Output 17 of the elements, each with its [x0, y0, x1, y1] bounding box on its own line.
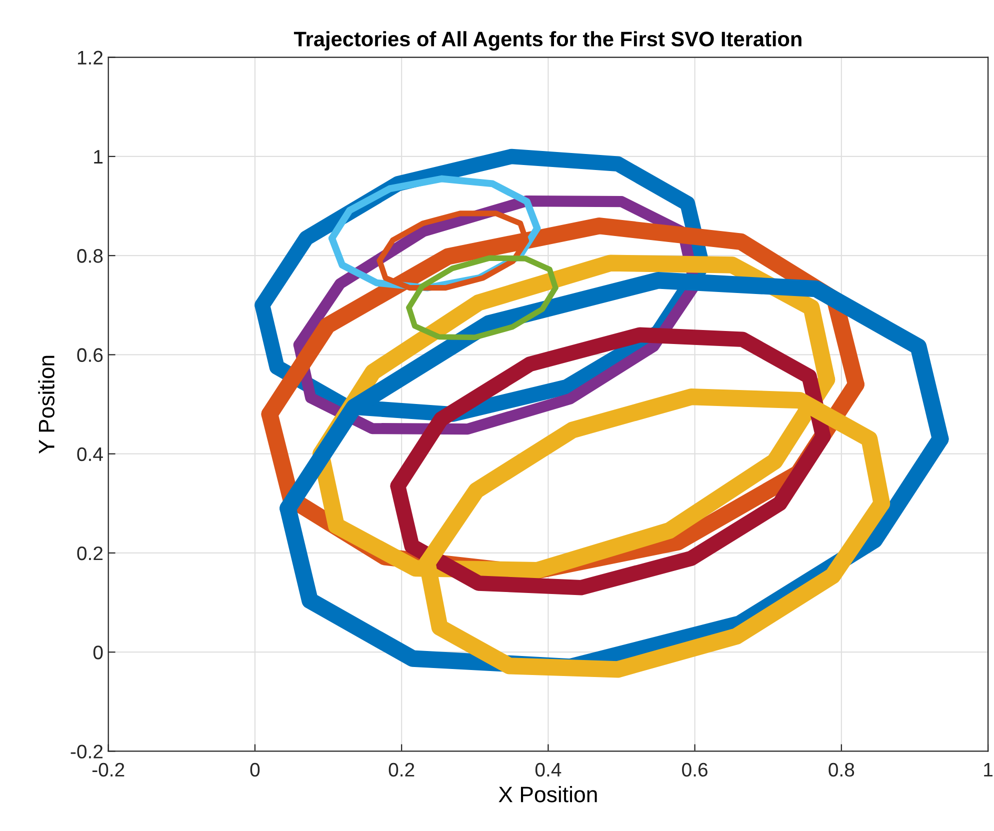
y-tick-label: 0.6	[77, 348, 103, 362]
chart-title: Trajectories of All Agents for the First SVO Iteration	[294, 31, 802, 51]
y-tick-label: 0.2	[77, 546, 103, 560]
y-tick-label: 1.2	[78, 50, 103, 64]
y-axis-title: Y Position	[38, 356, 54, 454]
x-tick-label: 1	[984, 763, 992, 776]
x-tick-label: 0.6	[682, 762, 708, 777]
y-tick-label: 1	[94, 150, 103, 164]
x-tick-label: 0.4	[535, 762, 562, 777]
y-tick-label: 0.4	[77, 447, 103, 462]
x-tick-label: 0	[250, 762, 260, 777]
y-tick-label: 0	[93, 646, 103, 660]
x-tick-label: 0.8	[828, 762, 854, 777]
y-tick-label: -0.2	[70, 744, 103, 758]
y-tick-label: 0.8	[77, 249, 103, 263]
x-tick-label: 0.2	[388, 762, 414, 777]
x-axis-title: X Position	[498, 786, 597, 802]
